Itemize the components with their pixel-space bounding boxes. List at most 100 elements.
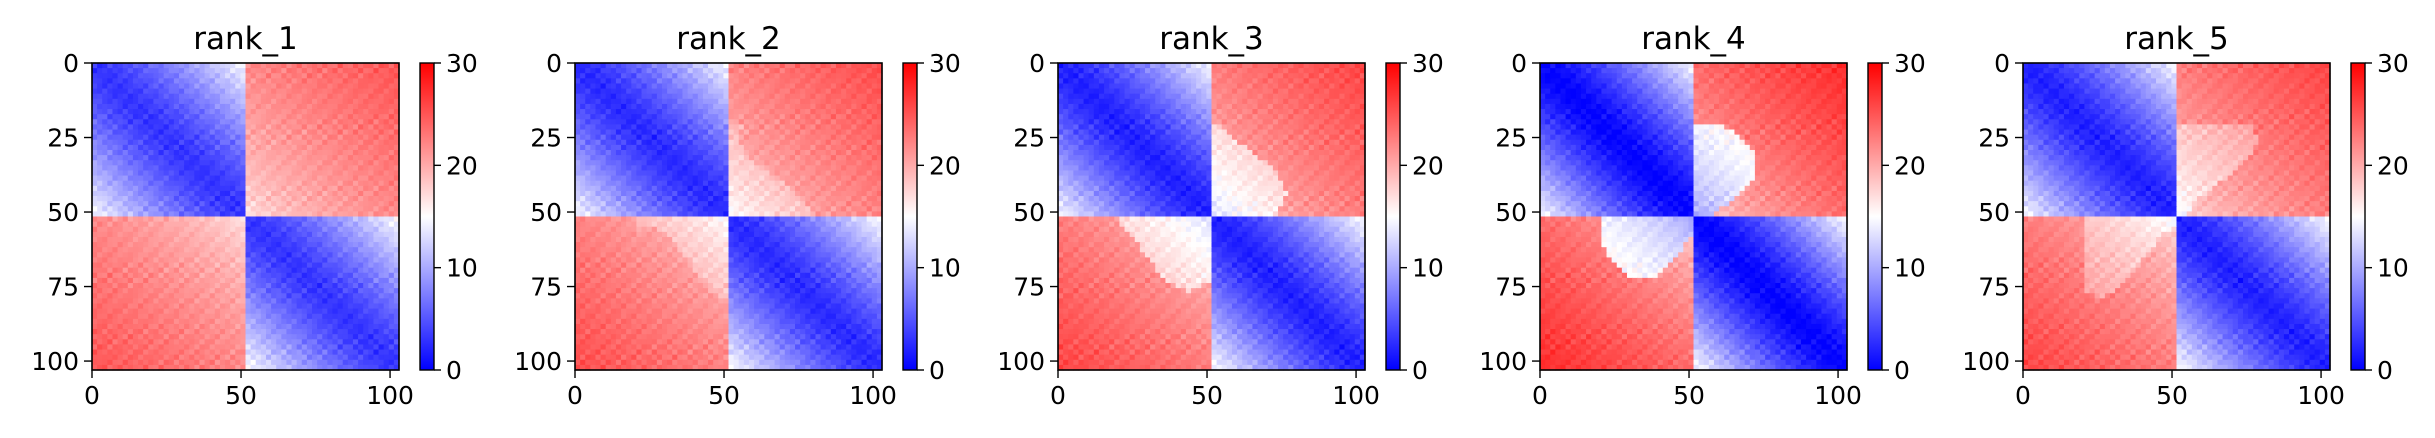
heatmap-cell xyxy=(194,252,201,259)
heatmap-cell xyxy=(117,206,124,212)
heatmap-cell xyxy=(306,313,313,320)
heatmap-cell xyxy=(830,63,837,69)
heatmap-cell xyxy=(626,119,632,125)
heatmap-cell xyxy=(378,63,385,69)
heatmap-cell xyxy=(235,196,241,202)
heatmap-cell xyxy=(102,359,108,366)
heatmap-cell xyxy=(585,68,591,74)
heatmap-cell xyxy=(235,283,241,289)
heatmap-cell xyxy=(580,139,586,146)
heatmap-cell xyxy=(184,109,190,115)
heatmap-cell xyxy=(317,185,323,192)
heatmap-cell xyxy=(301,68,308,74)
heatmap-cell xyxy=(301,211,308,218)
heatmap-cell xyxy=(383,98,390,105)
heatmap-cell xyxy=(388,211,395,218)
heatmap-cell xyxy=(759,83,765,90)
heatmap-cell xyxy=(127,298,134,305)
heatmap-cell xyxy=(383,175,390,182)
heatmap-cell xyxy=(697,119,704,125)
heatmap-cell xyxy=(122,257,129,264)
heatmap-cell xyxy=(347,119,354,125)
heatmap-cell xyxy=(626,165,632,172)
heatmap-cell xyxy=(138,252,144,259)
heatmap-cell xyxy=(805,165,811,172)
heatmap-cell xyxy=(153,129,160,136)
heatmap-cell xyxy=(718,160,724,166)
heatmap-cell xyxy=(605,175,612,182)
heatmap-cell xyxy=(194,303,201,310)
heatmap-cell xyxy=(127,359,134,366)
heatmap-cell xyxy=(342,83,349,90)
heatmap-cell xyxy=(810,124,817,131)
heatmap-cell xyxy=(240,231,247,238)
heatmap-cell xyxy=(312,206,318,212)
heatmap-cell xyxy=(687,124,694,131)
heatmap-cell xyxy=(378,334,385,340)
heatmap-cell xyxy=(342,293,349,299)
heatmap-cell xyxy=(352,308,359,315)
heatmap-cell xyxy=(368,119,375,125)
heatmap-cell xyxy=(102,262,108,269)
heatmap-cell xyxy=(163,216,170,223)
heatmap-cell xyxy=(276,252,282,259)
heatmap-cell xyxy=(281,160,288,166)
heatmap-cell xyxy=(250,344,257,351)
heatmap-cell xyxy=(871,119,878,125)
heatmap-cell xyxy=(332,139,339,146)
heatmap-cell xyxy=(291,339,298,346)
heatmap-cell xyxy=(373,175,380,182)
heatmap-cell xyxy=(127,364,134,371)
heatmap-cell xyxy=(621,68,627,74)
heatmap-cell xyxy=(327,329,334,335)
heatmap-cell xyxy=(393,308,400,315)
heatmap-cell xyxy=(784,170,791,177)
heatmap-cell xyxy=(138,272,144,279)
heatmap-cell xyxy=(322,68,328,74)
heatmap-cell xyxy=(651,103,658,110)
heatmap-cell xyxy=(363,78,369,85)
heatmap-cell xyxy=(672,134,678,141)
heatmap-cell xyxy=(378,129,385,136)
heatmap-cell xyxy=(219,124,226,131)
heatmap-cell xyxy=(789,83,796,90)
heatmap-cell xyxy=(265,303,272,310)
heatmap-cell xyxy=(697,88,704,95)
heatmap-cell xyxy=(774,78,781,85)
heatmap-cell xyxy=(388,185,395,192)
heatmap-cell xyxy=(132,119,139,125)
heatmap-cell xyxy=(358,83,364,90)
heatmap-cell xyxy=(383,236,390,243)
heatmap-cell xyxy=(718,149,724,156)
heatmap-cell xyxy=(291,242,298,248)
heatmap-cell xyxy=(626,68,632,74)
heatmap-cell xyxy=(199,349,206,356)
heatmap-cell xyxy=(830,155,837,161)
heatmap-cell xyxy=(184,201,190,207)
heatmap-cell xyxy=(194,83,201,90)
heatmap-cell xyxy=(148,359,154,366)
heatmap-cell xyxy=(784,165,791,172)
heatmap-cell xyxy=(250,155,257,161)
heatmap-cell xyxy=(342,109,349,115)
heatmap-cell xyxy=(153,206,160,212)
heatmap-cell xyxy=(102,283,108,289)
heatmap-cell xyxy=(383,221,390,228)
heatmap-cell xyxy=(102,129,108,136)
heatmap-cell xyxy=(347,329,354,335)
heatmap-cell xyxy=(312,165,318,172)
heatmap-cell xyxy=(342,98,349,105)
heatmap-cell xyxy=(363,129,369,136)
heatmap-cell xyxy=(92,354,98,361)
heatmap-cell xyxy=(153,114,160,120)
heatmap-cell xyxy=(388,160,395,166)
heatmap-cell xyxy=(322,262,328,269)
heatmap-cell xyxy=(184,313,190,320)
heatmap-cell xyxy=(245,63,252,69)
heatmap-cell xyxy=(789,93,796,100)
heatmap-cell xyxy=(92,63,98,69)
x-tick-label: 100 xyxy=(366,381,414,410)
heatmap-cell xyxy=(250,109,257,115)
heatmap-cell xyxy=(245,334,252,340)
heatmap-cell xyxy=(754,155,760,161)
